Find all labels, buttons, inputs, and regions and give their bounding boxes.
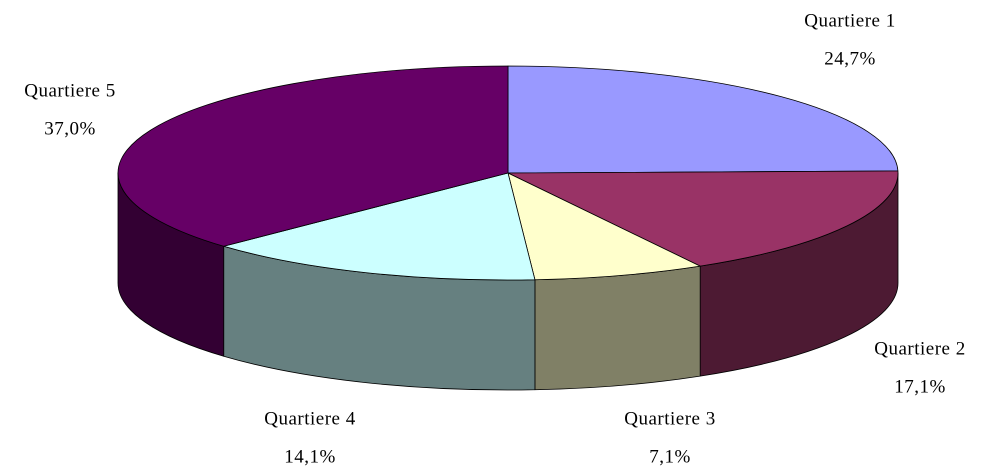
slice [507, 172, 701, 281]
slice-label: Quartiere 4 [264, 408, 355, 429]
slice-value-label: 24,7% [824, 48, 876, 69]
slice [117, 65, 509, 247]
slice-label: Quartiere 2 [874, 338, 965, 359]
slice-label: Quartiere 3 [624, 408, 715, 429]
slice-value-label: 37,0% [44, 118, 96, 139]
slice-side [534, 265, 701, 391]
slice [223, 172, 536, 281]
slice-value-label: 14,1% [284, 446, 336, 467]
slice-label: Quartiere 1 [804, 10, 895, 31]
slice [507, 65, 899, 174]
slice [507, 170, 899, 267]
slice-value-label: 7,1% [649, 446, 691, 467]
slice-label: Quartiere 5 [24, 80, 115, 101]
slice-value-label: 17,1% [894, 376, 946, 397]
